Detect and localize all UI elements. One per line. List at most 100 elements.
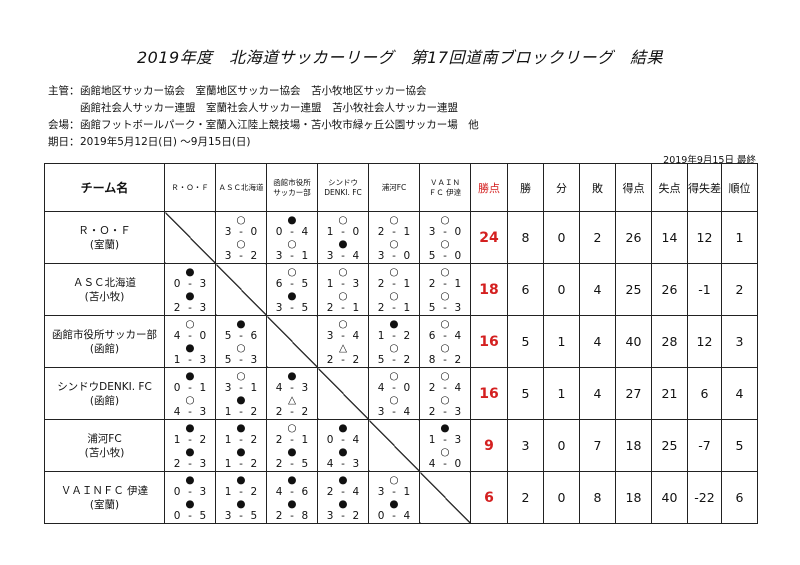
score-1: 0-3 bbox=[173, 277, 207, 290]
score-1: 2-1 bbox=[377, 225, 411, 238]
match-result-cell: ○ 3-0 ○ 5-0 bbox=[419, 211, 471, 264]
header-wins: 勝 bbox=[507, 163, 544, 212]
rank-cell: 6 bbox=[721, 471, 758, 524]
result-mark-1: ● bbox=[287, 473, 297, 486]
self-match-cell bbox=[215, 263, 267, 316]
result-mark-1: ● bbox=[389, 317, 399, 330]
goal-diff-cell: 12 bbox=[687, 211, 722, 264]
goals-against-cell: 14 bbox=[651, 211, 688, 264]
result-mark-1: ○ bbox=[338, 317, 348, 330]
result-mark-1: ● bbox=[287, 213, 297, 226]
result-mark-1: ○ bbox=[338, 213, 348, 226]
result-mark-2: ○ bbox=[389, 289, 399, 302]
match-result-cell: ○ 2-1 ○ 3-0 bbox=[368, 211, 420, 264]
goal-diff-cell: -1 bbox=[687, 263, 722, 316]
match-result-cell: ● 4-6 ● 2-8 bbox=[266, 471, 318, 524]
match-result-cell: ○ 1-3 ○ 2-1 bbox=[317, 263, 369, 316]
score-2: 3-4 bbox=[377, 405, 411, 418]
losses-cell: 2 bbox=[579, 211, 616, 264]
goal-diff-cell: 6 bbox=[687, 367, 722, 420]
header-draws: 分 bbox=[543, 163, 580, 212]
period-text: 2019年5月12日(日) ～9月15日(日) bbox=[80, 136, 251, 148]
goals-for-cell: 26 bbox=[615, 211, 652, 264]
rank-cell: 3 bbox=[721, 315, 758, 368]
header-rank: 順位 bbox=[721, 163, 758, 212]
score-2: 3-4 bbox=[326, 249, 360, 262]
result-mark-2: ○ bbox=[440, 341, 450, 354]
goals-against-cell: 25 bbox=[651, 419, 688, 472]
points-cell: 18 bbox=[470, 263, 508, 316]
score-1: 0-3 bbox=[173, 485, 207, 498]
score-2: 3-1 bbox=[275, 249, 309, 262]
team-row: 浦河FC (苫小牧) ● 1-2 ● 2-3 ● 1-2 ● 1-2 ○ 2-1 ● 2-5 ● 0-4 ● 4-… bbox=[44, 419, 758, 472]
header-opponent: ＶＡＩＮ ＦＣ 伊達 bbox=[419, 163, 471, 212]
team-region: (函館) bbox=[89, 394, 120, 407]
result-mark-1: ● bbox=[185, 421, 195, 434]
result-mark-2: ○ bbox=[236, 341, 246, 354]
score-2: 3-0 bbox=[377, 249, 411, 262]
team-region: (室蘭) bbox=[89, 238, 120, 251]
match-result-cell: ○ 2-1 ● 2-5 bbox=[266, 419, 318, 472]
team-name-cell: ＶＡＩＮＦＣ 伊達 (室蘭) bbox=[44, 471, 165, 524]
match-result-cell: ● 1-2 ● 1-2 bbox=[215, 419, 267, 472]
result-mark-1: ● bbox=[338, 473, 348, 486]
goal-diff-cell: 12 bbox=[687, 315, 722, 368]
venue-label: 会場： bbox=[48, 119, 80, 131]
header-points: 勝点 bbox=[470, 163, 508, 212]
score-1: 3-1 bbox=[224, 381, 258, 394]
result-mark-2: ● bbox=[287, 289, 297, 302]
draws-cell: 1 bbox=[543, 367, 580, 420]
score-1: 4-0 bbox=[173, 329, 207, 342]
score-1: 1-3 bbox=[428, 433, 462, 446]
team-name: ＡＳＣ北海道 bbox=[73, 276, 136, 289]
team-name-cell: ＡＳＣ北海道 (苫小牧) bbox=[44, 263, 165, 316]
result-mark-2: ● bbox=[287, 497, 297, 510]
score-1: 4-3 bbox=[275, 381, 309, 394]
score-2: 2-3 bbox=[173, 301, 207, 314]
period-row: 期日： 2019年5月12日(日) ～9月15日(日) bbox=[48, 134, 479, 151]
league-table: チーム名 Ｒ・Ｏ・Ｆ ＡＳＣ北海道 函館市役所 サッカー部 シンドウ DENKI. … bbox=[44, 163, 758, 524]
score-2: 2-8 bbox=[275, 509, 309, 522]
result-mark-2: ● bbox=[185, 289, 195, 302]
header-opponent: Ｒ・Ｏ・Ｆ bbox=[164, 163, 216, 212]
match-result-cell: ● 0-4 ● 4-3 bbox=[317, 419, 369, 472]
result-mark-2: ○ bbox=[236, 237, 246, 250]
goals-against-cell: 26 bbox=[651, 263, 688, 316]
match-result-cell: ● 2-4 ● 3-2 bbox=[317, 471, 369, 524]
result-mark-2: ● bbox=[389, 497, 399, 510]
match-result-cell: ● 5-6 ○ 5-3 bbox=[215, 315, 267, 368]
losses-cell: 4 bbox=[579, 367, 616, 420]
goal-diff-cell: -22 bbox=[687, 471, 722, 524]
result-mark-2: ● bbox=[236, 393, 246, 406]
team-region: (室蘭) bbox=[89, 498, 120, 511]
score-2: 4-3 bbox=[173, 405, 207, 418]
result-mark-1: ○ bbox=[287, 421, 297, 434]
page-title: 2019年度 北海道サッカーリーグ 第17回道南ブロックリーグ 結果 bbox=[136, 48, 664, 67]
team-name: 函館市役所サッカー部 bbox=[52, 328, 157, 341]
result-mark-1: ● bbox=[287, 369, 297, 382]
result-mark-2: ● bbox=[287, 445, 297, 458]
header-opponent: シンドウ DENKI. FC bbox=[317, 163, 369, 212]
score-2: 4-0 bbox=[428, 457, 462, 470]
match-result-cell: ○ 3-4 △ 2-2 bbox=[317, 315, 369, 368]
match-result-cell: ● 1-3 ○ 4-0 bbox=[419, 419, 471, 472]
draws-cell: 0 bbox=[543, 419, 580, 472]
self-match-cell bbox=[419, 471, 471, 524]
score-1: 1-2 bbox=[377, 329, 411, 342]
result-mark-2: △ bbox=[287, 393, 297, 406]
score-1: 4-6 bbox=[275, 485, 309, 498]
result-mark-1: ● bbox=[236, 421, 246, 434]
result-mark-1: ○ bbox=[389, 265, 399, 278]
team-name: 浦河FC bbox=[87, 432, 122, 445]
score-1: 1-2 bbox=[224, 433, 258, 446]
rank-cell: 2 bbox=[721, 263, 758, 316]
header-row: チーム名 Ｒ・Ｏ・Ｆ ＡＳＣ北海道 函館市役所 サッカー部 シンドウ DENKI. … bbox=[44, 163, 758, 212]
header-goal-diff: 得失差 bbox=[687, 163, 722, 212]
score-2: 3-5 bbox=[224, 509, 258, 522]
points-cell: 24 bbox=[470, 211, 508, 264]
score-1: 0-1 bbox=[173, 381, 207, 394]
header-goals-for: 得点 bbox=[615, 163, 652, 212]
wins-cell: 6 bbox=[507, 263, 544, 316]
score-2: 2-3 bbox=[173, 457, 207, 470]
header-losses: 敗 bbox=[579, 163, 616, 212]
